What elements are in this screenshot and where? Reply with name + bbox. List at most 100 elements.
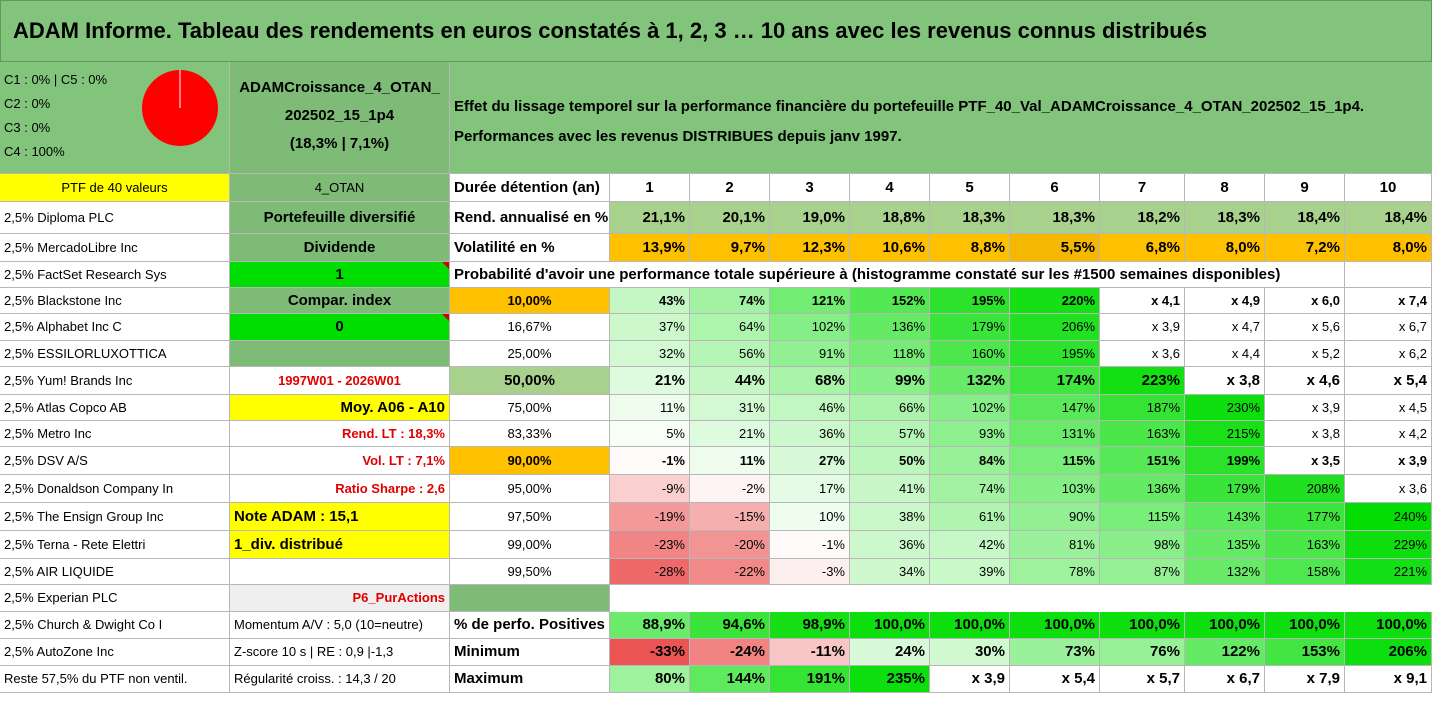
positive-performance-value: 100,0% — [1345, 612, 1432, 639]
holding-row: 2,5% FactSet Research Sys — [0, 262, 230, 288]
probability-value: 223% — [1100, 367, 1185, 395]
probability-value: 132% — [1185, 559, 1265, 585]
period-year-header: 7 — [1100, 174, 1185, 202]
maximum-value: 235% — [850, 666, 930, 693]
probability-value: 31% — [690, 395, 770, 421]
minimum-value: 206% — [1345, 639, 1432, 666]
allocation-line: C1 : 0% | C5 : 0% — [4, 72, 108, 87]
annualized-return-value: 21,1% — [610, 202, 690, 234]
probability-value: 121% — [770, 288, 850, 314]
probability-value: 98% — [1100, 531, 1185, 559]
period-year-header: 3 — [770, 174, 850, 202]
probability-value: 27% — [770, 447, 850, 475]
holding-row: 2,5% Church & Dwight Co I — [0, 612, 230, 639]
probability-value: 17% — [770, 475, 850, 503]
probability-value: 42% — [930, 531, 1010, 559]
minimum-value: 122% — [1185, 639, 1265, 666]
probability-value: x 6,7 — [1345, 314, 1432, 341]
probability-value: x 3,8 — [1185, 367, 1265, 395]
annualized-return-value: 18,8% — [850, 202, 930, 234]
probability-value: 38% — [850, 503, 930, 531]
description-panel: Effet du lissage temporel sur la perform… — [450, 62, 1432, 174]
probability-value: 179% — [930, 314, 1010, 341]
probability-value: 143% — [1185, 503, 1265, 531]
probability-value: x 3,6 — [1100, 341, 1185, 367]
probability-value: 132% — [930, 367, 1010, 395]
maximum-value: x 9,1 — [1345, 666, 1432, 693]
portfolio-info-cell: 1 — [230, 262, 450, 288]
probability-value: x 4,2 — [1345, 421, 1432, 447]
probability-level: 99,50% — [450, 559, 610, 585]
probability-value: 136% — [850, 314, 930, 341]
probability-value: 102% — [770, 314, 850, 341]
probability-level: 83,33% — [450, 421, 610, 447]
volatility-label: Volatilité en % — [450, 234, 610, 262]
maximum-value: x 5,4 — [1010, 666, 1100, 693]
probability-value: 115% — [1010, 447, 1100, 475]
portfolio-info-cell — [230, 559, 450, 585]
probability-value: 5% — [610, 421, 690, 447]
probability-value: 46% — [770, 395, 850, 421]
holding-row: 2,5% Yum! Brands Inc — [0, 367, 230, 395]
probability-value: -23% — [610, 531, 690, 559]
probability-value: x 3,9 — [1100, 314, 1185, 341]
probability-value: 229% — [1345, 531, 1432, 559]
positive-performance-value: 94,6% — [690, 612, 770, 639]
probability-value: 64% — [690, 314, 770, 341]
volatility-value: 10,6% — [850, 234, 930, 262]
annualized-return-label: Rend. annualisé en % — [450, 202, 610, 234]
minimum-value: 73% — [1010, 639, 1100, 666]
volatility-value: 6,8% — [1100, 234, 1185, 262]
maximum-value: x 5,7 — [1100, 666, 1185, 693]
maximum-value: 80% — [610, 666, 690, 693]
probability-value: -3% — [770, 559, 850, 585]
probability-value: 160% — [930, 341, 1010, 367]
probability-value: 151% — [1100, 447, 1185, 475]
probability-value: 240% — [1345, 503, 1432, 531]
performance-table: C1 : 0% | C5 : 0% C2 : 0% C3 : 0% C4 : 1… — [0, 62, 1432, 717]
probability-value: 10% — [770, 503, 850, 531]
period-year-header: 4 — [850, 174, 930, 202]
probability-value: 90% — [1010, 503, 1100, 531]
probability-value: -28% — [610, 559, 690, 585]
portfolio-info-cell: P6_PurActions — [230, 585, 450, 612]
portfolio-info-cell: Compar. index — [230, 288, 450, 314]
probability-value: 36% — [850, 531, 930, 559]
portfolio-info-cell: Z-score 10 s | RE : 0,9 |-1,3 — [230, 639, 450, 666]
probability-level: 95,00% — [450, 475, 610, 503]
probability-value: x 4,6 — [1265, 367, 1345, 395]
probability-value: -1% — [610, 447, 690, 475]
portfolio-info-cell: Rend. LT : 18,3% — [230, 421, 450, 447]
minimum-value: 30% — [930, 639, 1010, 666]
positive-performance-value: 100,0% — [850, 612, 930, 639]
probability-value: x 6,0 — [1265, 288, 1345, 314]
period-year-header: 2 — [690, 174, 770, 202]
positive-performance-value: 100,0% — [930, 612, 1010, 639]
probability-value: x 4,7 — [1185, 314, 1265, 341]
period-year-header: 6 — [1010, 174, 1100, 202]
minimum-value: -24% — [690, 639, 770, 666]
probability-section-title: Probabilité d'avoir une performance tota… — [450, 262, 1345, 288]
probability-value: 174% — [1010, 367, 1100, 395]
probability-value: 32% — [610, 341, 690, 367]
probability-level: 90,00% — [450, 447, 610, 475]
positive-performance-value: 100,0% — [1265, 612, 1345, 639]
probability-value: 78% — [1010, 559, 1100, 585]
maximum-value: 144% — [690, 666, 770, 693]
probability-value: 36% — [770, 421, 850, 447]
probability-value: x 4,4 — [1185, 341, 1265, 367]
annualized-return-value: 18,3% — [1185, 202, 1265, 234]
probability-value: 43% — [610, 288, 690, 314]
volatility-value: 5,5% — [1010, 234, 1100, 262]
period-year-header: 8 — [1185, 174, 1265, 202]
probability-value: -20% — [690, 531, 770, 559]
portfolio-info-cell: Vol. LT : 7,1% — [230, 447, 450, 475]
probability-value: 74% — [690, 288, 770, 314]
holding-row: 2,5% Atlas Copco AB — [0, 395, 230, 421]
probability-value: 57% — [850, 421, 930, 447]
holding-row: 2,5% Donaldson Company In — [0, 475, 230, 503]
probability-value: 115% — [1100, 503, 1185, 531]
probability-value: 179% — [1185, 475, 1265, 503]
period-year-header: 1 — [610, 174, 690, 202]
probability-value: 11% — [690, 447, 770, 475]
